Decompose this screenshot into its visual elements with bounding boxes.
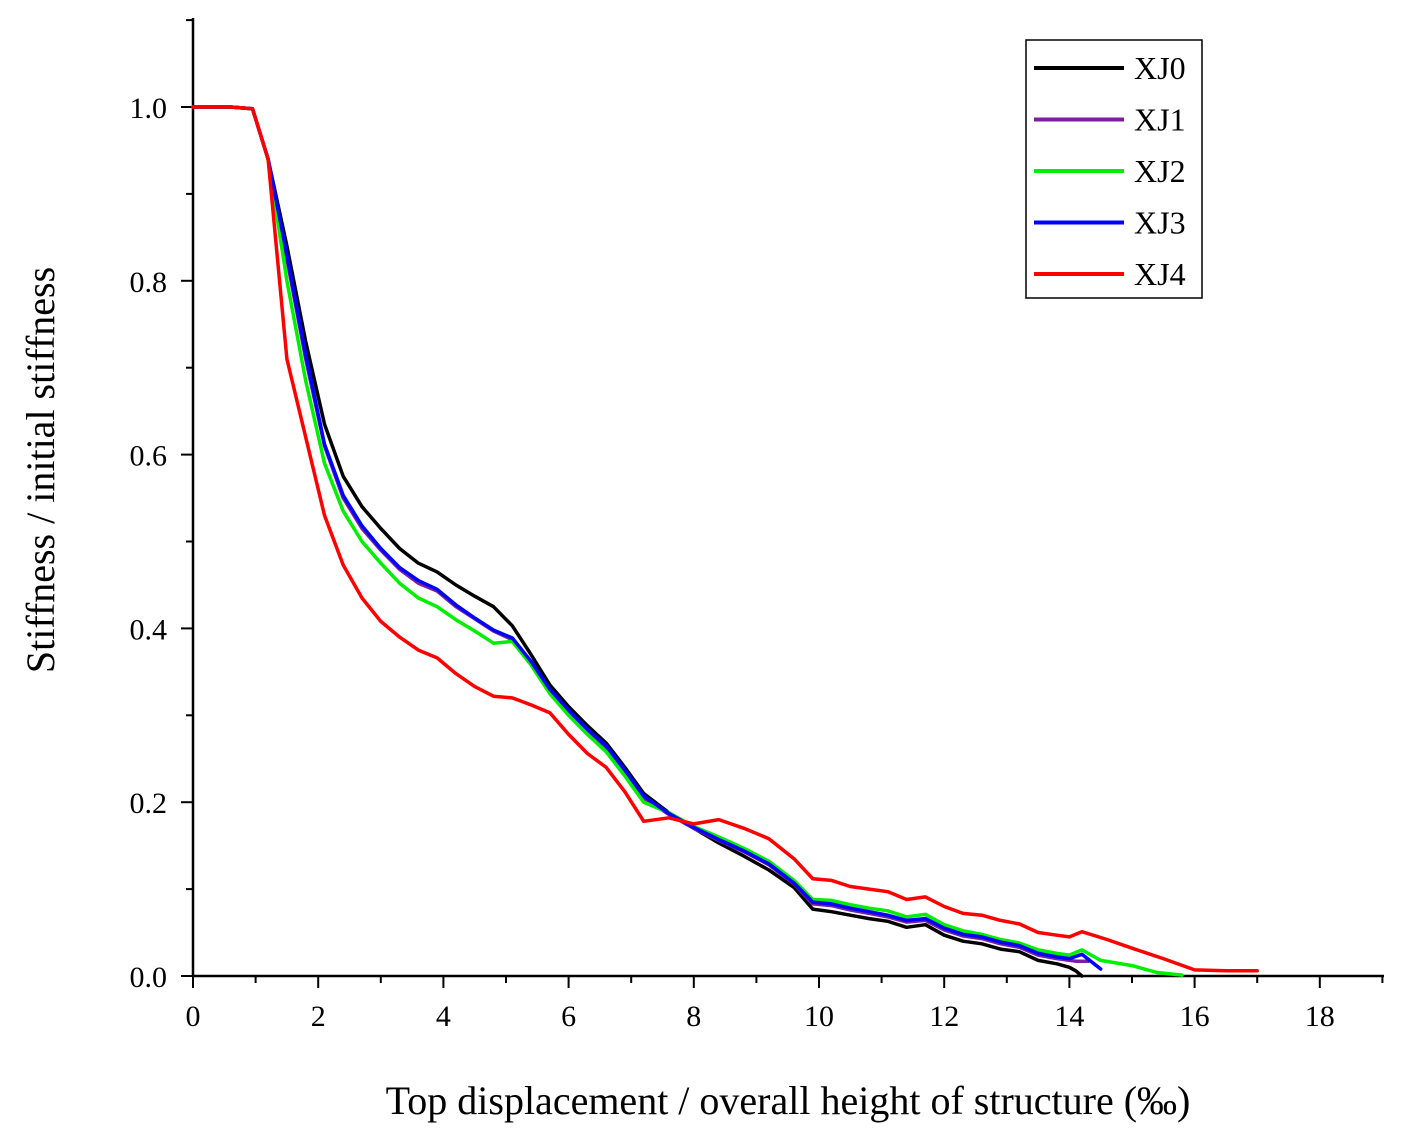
x-axis-title: Top displacement / overall height of str… <box>386 1078 1191 1123</box>
legend-label-xj1: XJ1 <box>1134 102 1186 138</box>
y-tick-label: 0.4 <box>130 613 168 646</box>
x-tick-label: 10 <box>804 1000 834 1033</box>
y-tick-label: 0.6 <box>130 440 168 473</box>
legend-label-xj3: XJ3 <box>1134 205 1186 241</box>
legend-label-xj0: XJ0 <box>1134 50 1186 86</box>
series-line-xj4 <box>191 105 1259 973</box>
axes <box>191 18 1384 978</box>
series-lines <box>191 105 1259 978</box>
y-tick-label: 0.2 <box>130 787 168 820</box>
x-tick-label: 12 <box>929 1000 959 1033</box>
series-line-xj0 <box>191 105 1084 978</box>
x-tick-label: 0 <box>186 1000 201 1033</box>
x-tick-label: 8 <box>686 1000 701 1033</box>
x-tick-label: 2 <box>311 1000 326 1033</box>
legend-label-xj2: XJ2 <box>1134 153 1186 189</box>
x-tick-label: 16 <box>1180 1000 1210 1033</box>
x-tick-label: 6 <box>561 1000 576 1033</box>
legend: XJ0 XJ1 XJ2 XJ3 XJ4 <box>1025 39 1203 299</box>
y-tick-label: 0.0 <box>130 961 168 994</box>
x-ticks: 0 2 4 6 8 10 12 14 16 18 <box>186 976 1384 1033</box>
x-tick-label: 18 <box>1305 1000 1335 1033</box>
y-axis-title: Stiffness / initial stiffness <box>18 267 63 673</box>
y-tick-label: 1.0 <box>130 92 168 125</box>
y-tick-label: 0.8 <box>130 266 168 299</box>
legend-label-xj4: XJ4 <box>1134 256 1186 292</box>
series-line-xj3 <box>191 105 1103 971</box>
x-tick-label: 14 <box>1054 1000 1084 1033</box>
x-tick-label: 4 <box>436 1000 451 1033</box>
y-ticks: 0.0 0.2 0.4 0.6 0.8 1.0 <box>130 19 193 994</box>
series-line-xj1 <box>191 105 1090 963</box>
